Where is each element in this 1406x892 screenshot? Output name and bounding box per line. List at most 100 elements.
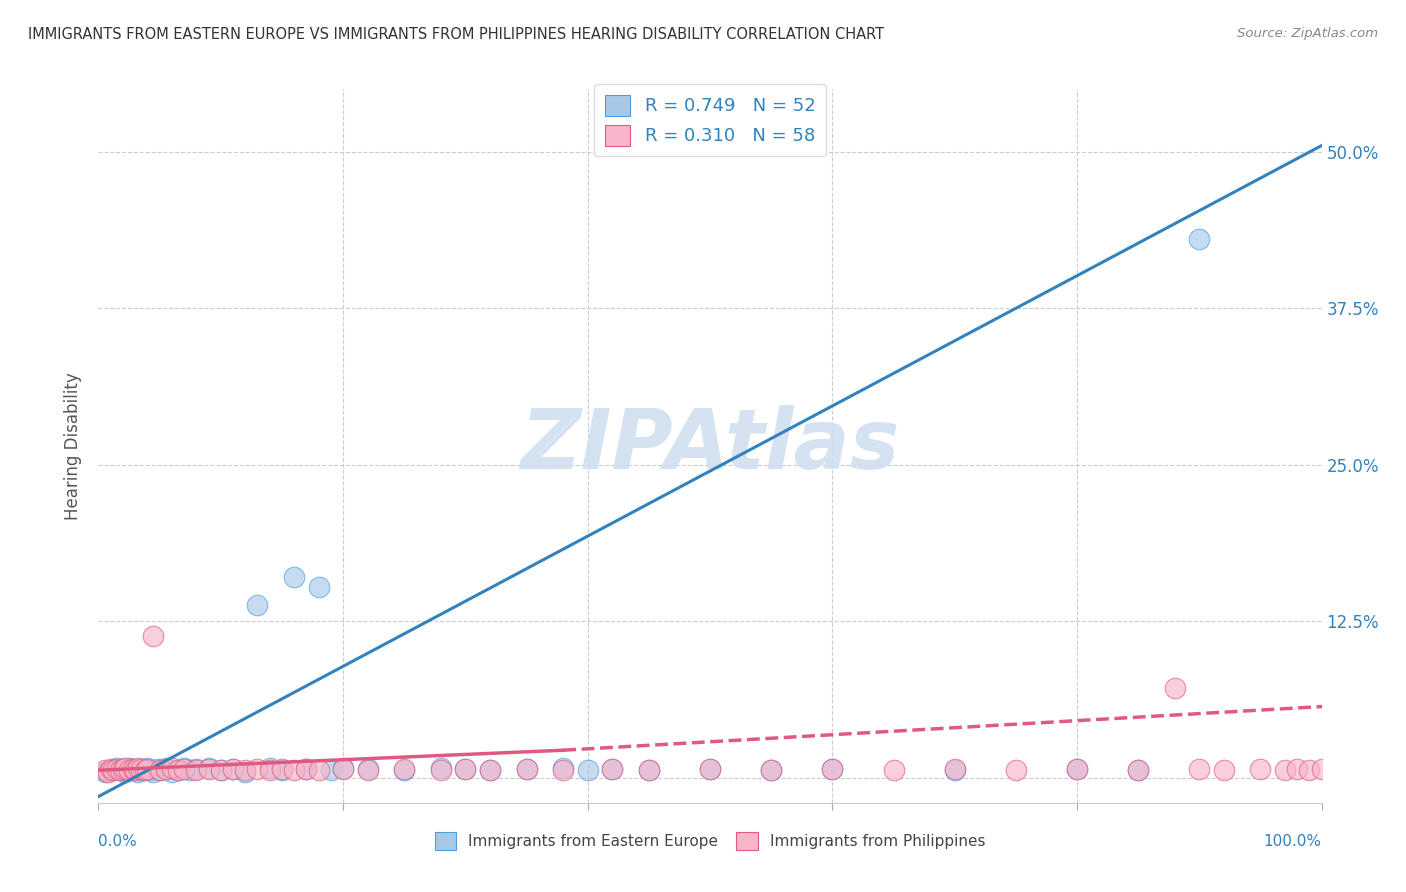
Point [142, 764, 165, 779]
Point [167, 764, 190, 778]
Point [295, 762, 318, 776]
Point [155, 762, 177, 776]
Point [134, 764, 156, 778]
Text: 100.0%: 100.0% [1264, 834, 1322, 849]
Point [222, 762, 245, 776]
Point [97, 764, 120, 779]
Point [129, 764, 152, 778]
Point [1004, 764, 1026, 778]
Point [160, 761, 183, 775]
Point [883, 764, 905, 778]
Point [761, 764, 783, 778]
Point [1249, 762, 1271, 776]
Point [392, 764, 416, 778]
Point [1286, 762, 1309, 776]
Point [246, 598, 269, 612]
Point [1212, 764, 1234, 778]
Point [430, 761, 453, 775]
Point [209, 764, 232, 778]
Point [295, 762, 318, 776]
Point [114, 764, 136, 779]
Point [173, 761, 195, 775]
Point [356, 762, 378, 776]
Point [478, 764, 501, 778]
Point [93, 764, 115, 779]
Point [553, 764, 575, 778]
Point [454, 762, 477, 776]
Point [283, 764, 305, 778]
Point [515, 762, 537, 776]
Point [392, 762, 416, 776]
Point [105, 761, 128, 775]
Point [943, 764, 966, 778]
Point [1164, 681, 1187, 695]
Point [1128, 764, 1150, 778]
Point [186, 762, 208, 776]
Point [124, 762, 146, 776]
Point [1188, 762, 1211, 776]
Point [943, 762, 966, 776]
Point [179, 764, 201, 778]
Point [332, 761, 354, 775]
Point [553, 761, 575, 775]
Point [146, 762, 169, 776]
Point [515, 762, 537, 776]
Point [600, 762, 623, 776]
Point [1066, 762, 1088, 776]
Point [118, 761, 141, 775]
Point [308, 581, 330, 595]
Point [209, 764, 232, 778]
Point [332, 762, 354, 776]
Point [100, 762, 122, 776]
Point [136, 762, 159, 776]
Point [100, 764, 122, 778]
Point [761, 764, 783, 778]
Point [155, 761, 177, 775]
Point [259, 761, 281, 775]
Point [259, 764, 281, 778]
Point [110, 764, 132, 778]
Y-axis label: Hearing Disability: Hearing Disability [65, 372, 83, 520]
Point [233, 764, 256, 779]
Point [319, 764, 342, 778]
Point [197, 762, 219, 776]
Point [124, 764, 146, 778]
Point [142, 629, 165, 643]
Point [638, 764, 661, 778]
Point [149, 764, 172, 778]
Point [1066, 762, 1088, 776]
Point [222, 762, 245, 776]
Point [1274, 764, 1296, 778]
Point [283, 570, 305, 584]
Point [118, 764, 141, 778]
Point [430, 764, 453, 778]
Point [699, 762, 721, 776]
Point [129, 762, 152, 776]
Point [356, 764, 378, 778]
Point [233, 764, 256, 778]
Point [600, 762, 623, 776]
Point [270, 762, 294, 776]
Point [121, 764, 143, 778]
Point [160, 764, 183, 779]
Point [101, 764, 124, 778]
Text: ZIPAtlas: ZIPAtlas [520, 406, 900, 486]
Point [308, 764, 330, 778]
Point [173, 762, 195, 776]
Point [114, 761, 136, 775]
Point [478, 764, 501, 778]
Point [638, 764, 661, 778]
Point [93, 764, 115, 778]
Point [167, 764, 190, 778]
Point [1298, 764, 1320, 778]
Point [149, 764, 172, 778]
Point [454, 762, 477, 776]
Text: 0.0%: 0.0% [98, 834, 138, 849]
Text: Source: ZipAtlas.com: Source: ZipAtlas.com [1237, 27, 1378, 40]
Point [1188, 232, 1211, 246]
Legend: Immigrants from Eastern Europe, Immigrants from Philippines: Immigrants from Eastern Europe, Immigran… [429, 826, 991, 855]
Point [1310, 762, 1333, 776]
Point [246, 762, 269, 776]
Text: IMMIGRANTS FROM EASTERN EUROPE VS IMMIGRANTS FROM PHILIPPINES HEARING DISABILITY: IMMIGRANTS FROM EASTERN EUROPE VS IMMIGR… [28, 27, 884, 42]
Point [127, 764, 149, 779]
